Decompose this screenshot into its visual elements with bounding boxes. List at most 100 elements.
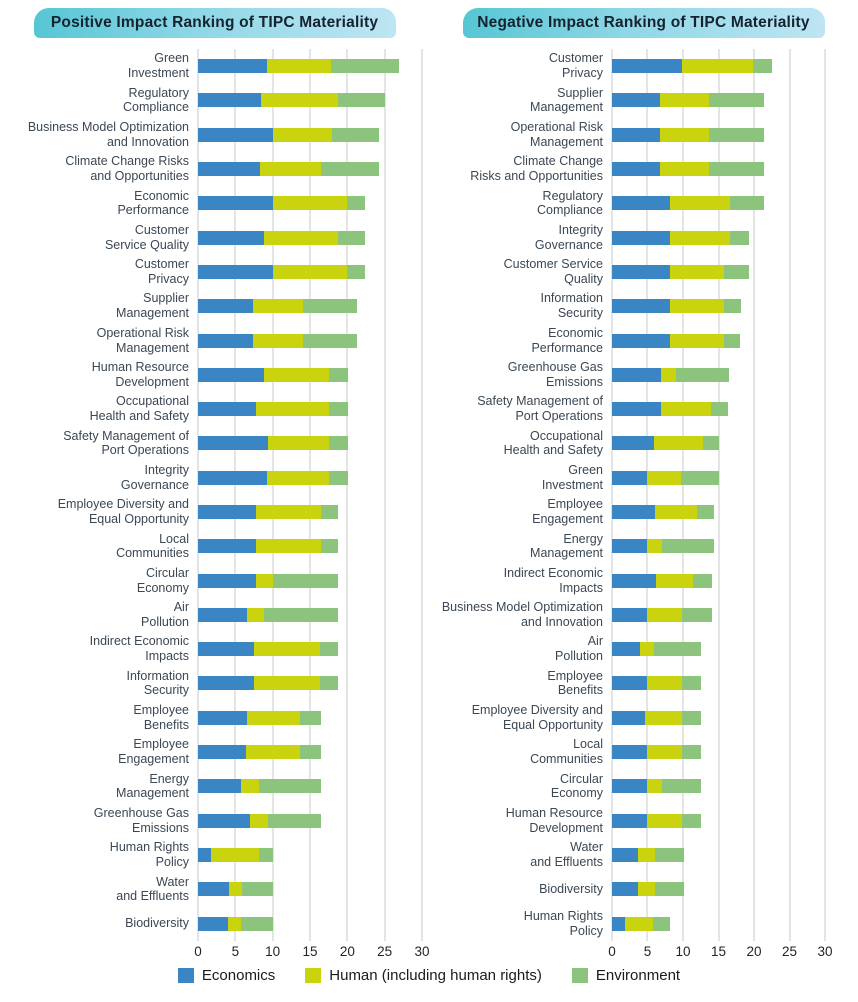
stacked-bar	[612, 642, 825, 657]
bar-segment-human	[669, 333, 725, 348]
category-label: Safety Management of Port Operations	[63, 428, 189, 458]
category-label: Human Resource Development	[91, 360, 189, 389]
stacked-bar	[198, 573, 422, 588]
bar-segment-human	[252, 299, 303, 314]
bar-segment-environment	[302, 299, 358, 314]
chart-row: Supplier Management	[0, 289, 429, 323]
category-label: Economic Performance	[531, 325, 603, 355]
bar-segment-human	[670, 230, 730, 245]
bar-segment-economics	[198, 505, 257, 519]
gridline	[753, 49, 755, 941]
category-label: Customer Privacy	[548, 51, 603, 81]
axis-tick: 5	[643, 943, 652, 959]
bar-segment-environment	[330, 59, 399, 74]
axis-tick: 10	[675, 943, 691, 959]
category-label: Greenhouse Gas Emissions	[93, 805, 189, 835]
category-label: Occupational Health and Safety	[89, 394, 189, 424]
axis-tick: 15	[302, 943, 318, 959]
bar-segment-environment	[682, 745, 701, 760]
bar-segment-environment	[337, 230, 366, 245]
bar-segment-human	[256, 505, 322, 519]
category-label: Human Rights Policy	[523, 908, 603, 938]
bar-segment-environment	[321, 539, 339, 554]
stacked-bar	[612, 470, 825, 485]
bar-segment-human	[256, 539, 322, 554]
stacked-bar	[612, 505, 825, 519]
stacked-bar	[612, 573, 825, 588]
chart-row: Water and Effluents	[0, 872, 429, 906]
stacked-bar	[612, 779, 825, 794]
stacked-bar	[198, 59, 422, 74]
chart-row: Circular Economy	[0, 563, 429, 597]
chart-row: Air Pollution	[0, 598, 429, 632]
bar-segment-economics	[612, 642, 640, 657]
legend-item: Environment	[571, 967, 680, 984]
category-label: Biodiversity	[539, 881, 603, 896]
chart-row: Local Communities	[429, 735, 858, 769]
bar-segment-human	[254, 676, 320, 691]
stacked-bar	[198, 162, 422, 177]
bar-segment-human	[646, 470, 681, 485]
bar-segment-human	[247, 607, 265, 622]
stacked-bar	[198, 916, 422, 931]
bar-segment-human	[272, 264, 348, 279]
bar-segment-human	[240, 779, 260, 794]
stacked-bar	[612, 333, 825, 348]
category-label: Occupational Health and Safety	[503, 428, 603, 458]
stacked-bar	[612, 436, 825, 451]
bar-segment-environment	[729, 230, 749, 245]
bar-segment-human	[659, 162, 709, 177]
category-label: Climate Change Risks and Opportunities	[65, 154, 189, 184]
bar-segment-human	[638, 882, 655, 897]
bar-segment-human	[646, 676, 683, 691]
bar-segment-environment	[729, 196, 764, 211]
bar-segment-economics	[198, 676, 254, 691]
bar-segment-economics	[612, 436, 654, 451]
bar-segment-economics	[198, 162, 260, 177]
category-label: Customer Service Quality	[104, 222, 189, 252]
stacked-bar	[198, 676, 422, 691]
bar-segment-environment	[697, 505, 714, 519]
stacked-bar	[612, 916, 825, 931]
bar-segment-environment	[337, 93, 386, 108]
category-label: Water and Effluents	[530, 840, 603, 869]
axis-tick: 20	[746, 943, 762, 959]
bar-segment-economics	[612, 470, 647, 485]
chart-row: Customer Service Quality	[429, 255, 858, 289]
bar-segment-economics	[612, 607, 647, 622]
category-label: Employee Diversity and Equal Opportunity	[471, 703, 603, 732]
chart-row: Economic Performance	[0, 186, 429, 220]
bar-segment-economics	[198, 230, 265, 245]
category-label: Green Investment	[541, 462, 603, 492]
stacked-bar	[198, 127, 422, 142]
stacked-bar	[198, 333, 422, 348]
stacked-bar	[612, 813, 825, 828]
chart-row: Safety Management of Port Operations	[0, 426, 429, 460]
chart-row: Climate Change Risks and Opportunities	[429, 152, 858, 186]
bar-segment-economics	[612, 676, 647, 691]
bar-segment-environment	[241, 916, 274, 931]
gridline	[718, 49, 719, 941]
chart-row: Business Model Optimization and Innovatio…	[429, 598, 858, 632]
bar-segment-environment	[702, 436, 720, 451]
rows: Customer Privacy Supplier Management Operati…	[429, 49, 858, 941]
category-label: Supplier Management	[530, 85, 603, 115]
stacked-bar	[612, 162, 825, 177]
bar-segment-economics	[612, 710, 646, 725]
category-label: Employee Engagement	[118, 737, 189, 767]
bar-segment-human	[272, 127, 332, 142]
bar-segment-economics	[612, 367, 661, 382]
category-label: Regulatory Compliance	[122, 85, 189, 115]
bar-segment-economics	[198, 916, 228, 931]
bar-segment-human	[264, 230, 338, 245]
bar-segment-environment	[300, 745, 322, 760]
category-label: Employee Benefits	[547, 668, 603, 698]
chart-row: Green Investment	[429, 461, 858, 495]
stacked-bar	[612, 196, 825, 211]
bar-segment-economics	[612, 779, 647, 794]
category-label: Information Security	[126, 668, 189, 698]
bar-segment-environment	[321, 505, 339, 519]
bar-segment-economics	[612, 745, 647, 760]
gridline	[789, 49, 790, 941]
bar-segment-human	[210, 847, 260, 862]
